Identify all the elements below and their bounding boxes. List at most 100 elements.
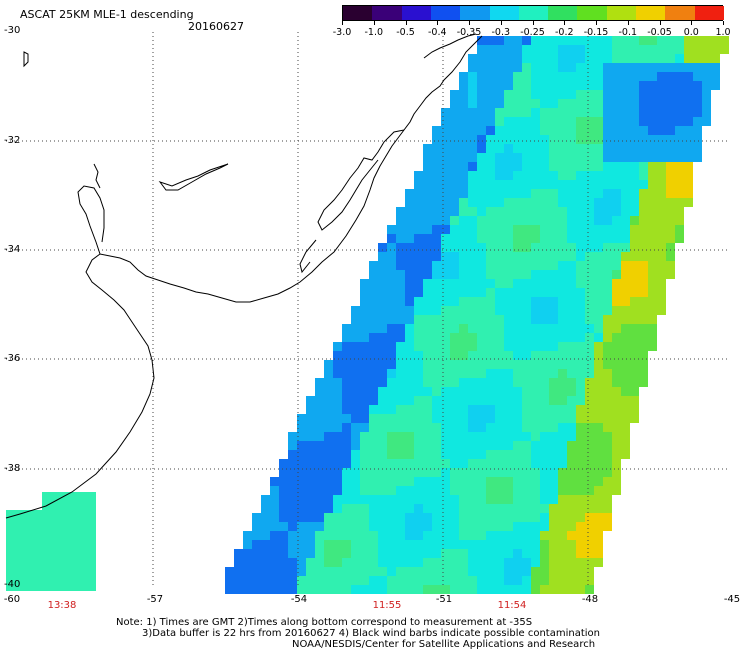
swath-cell xyxy=(342,495,351,504)
swath-cell xyxy=(396,585,405,594)
swath-cell xyxy=(504,387,513,396)
swath-cell xyxy=(576,531,585,540)
swath-cell xyxy=(360,576,369,585)
swath-cell xyxy=(297,477,306,486)
swath-cell xyxy=(486,459,495,468)
swath-cell xyxy=(324,567,333,576)
swath-cell xyxy=(594,315,603,324)
swath-cell xyxy=(630,405,639,414)
swath-cell xyxy=(369,513,378,522)
swath-cell xyxy=(513,225,522,234)
swath-cell xyxy=(558,144,567,153)
swath-cell xyxy=(42,564,51,573)
swath-cell xyxy=(486,396,495,405)
swath-cell xyxy=(387,576,396,585)
swath-cell xyxy=(693,99,702,108)
swath-cell xyxy=(477,378,486,387)
swath-cell xyxy=(378,522,387,531)
swath-cell xyxy=(621,144,630,153)
swath-cell xyxy=(423,513,432,522)
swath-cell xyxy=(486,504,495,513)
swath-cell xyxy=(486,270,495,279)
swath-cell xyxy=(657,252,666,261)
swath-cell xyxy=(639,171,648,180)
swath-cell xyxy=(603,90,612,99)
swath-cell xyxy=(423,288,432,297)
swath-cell xyxy=(549,297,558,306)
swath-cell xyxy=(585,135,594,144)
swath-cell xyxy=(576,432,585,441)
swath-cell xyxy=(360,495,369,504)
swath-cell xyxy=(486,180,495,189)
swath-cell xyxy=(522,189,531,198)
swath-cell xyxy=(585,189,594,198)
swath-cell xyxy=(567,486,576,495)
swath-cell xyxy=(414,585,423,594)
swath-cell xyxy=(603,513,612,522)
swath-cell xyxy=(558,189,567,198)
swath-cell xyxy=(495,108,504,117)
swath-cell xyxy=(612,81,621,90)
swath-cell xyxy=(351,567,360,576)
swath-cell xyxy=(351,531,360,540)
swath-cell xyxy=(531,144,540,153)
swath-cell xyxy=(342,549,351,558)
swath-cell xyxy=(468,405,477,414)
swath-cell xyxy=(558,117,567,126)
swath-cell xyxy=(441,270,450,279)
swath-cell xyxy=(585,126,594,135)
swath-cell xyxy=(621,234,630,243)
swath-cell xyxy=(522,495,531,504)
time-label-3: 11:54 xyxy=(497,600,527,611)
swath-cell xyxy=(423,450,432,459)
swath-cell xyxy=(630,153,639,162)
swath-cell xyxy=(24,546,33,555)
swath-cell xyxy=(333,342,342,351)
swath-cell xyxy=(459,306,468,315)
swath-cell xyxy=(396,504,405,513)
swath-cell xyxy=(270,576,279,585)
swath-cell xyxy=(441,351,450,360)
swath-cell xyxy=(468,288,477,297)
swath-cell xyxy=(522,225,531,234)
swath-cell xyxy=(396,369,405,378)
swath-cell xyxy=(342,342,351,351)
swath-cell xyxy=(585,468,594,477)
swath-cell xyxy=(639,234,648,243)
swath-cell xyxy=(396,414,405,423)
swath-cell xyxy=(612,90,621,99)
swath-cell xyxy=(6,582,15,591)
swath-cell xyxy=(630,45,639,54)
swath-cell xyxy=(486,576,495,585)
swath-cell xyxy=(639,297,648,306)
swath-cell xyxy=(594,513,603,522)
swath-cell xyxy=(567,63,576,72)
swath-cell xyxy=(576,63,585,72)
swath-cell xyxy=(351,504,360,513)
swath-cell xyxy=(342,450,351,459)
swath-cell xyxy=(603,234,612,243)
swath-cell xyxy=(657,153,666,162)
swath-cell xyxy=(477,207,486,216)
swath-cell xyxy=(486,315,495,324)
swath-cell xyxy=(585,36,594,45)
swath-cell xyxy=(540,279,549,288)
swath-cell xyxy=(585,306,594,315)
swath-cell xyxy=(639,216,648,225)
swath-cell xyxy=(621,315,630,324)
swath-cell xyxy=(495,396,504,405)
swath-cell xyxy=(306,423,315,432)
swath-cell xyxy=(558,180,567,189)
swath-cell xyxy=(594,495,603,504)
swath-cell xyxy=(405,513,414,522)
swath-cell xyxy=(558,513,567,522)
swath-cell xyxy=(441,189,450,198)
swath-cell xyxy=(603,117,612,126)
swath-cell xyxy=(540,144,549,153)
swath-cell xyxy=(513,72,522,81)
swath-cell xyxy=(549,504,558,513)
swath-cell xyxy=(468,90,477,99)
swath-cell xyxy=(360,486,369,495)
swath-cell xyxy=(468,198,477,207)
